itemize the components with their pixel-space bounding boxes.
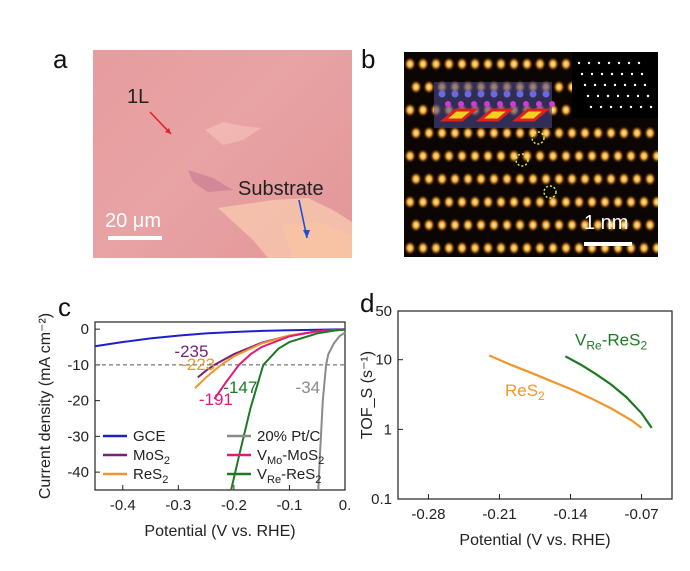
tof-series-ReS2 [488, 354, 643, 429]
series-line-MoS2 [197, 328, 346, 379]
y-tick-label-c: -20 [67, 393, 89, 410]
scale-bar-a [108, 236, 162, 240]
series-line-GCE [94, 328, 346, 348]
legend-label-GCE: GCE [133, 428, 166, 445]
x-tick-label-d: -0.07 [624, 506, 658, 523]
annotation-d-VReReS2: VRe-ReS2 [575, 330, 647, 352]
plot-frame-d [397, 310, 673, 500]
y-axis-label-d: TOF_S (s⁻¹) [359, 351, 376, 439]
x-tick-label-c: 0. [339, 497, 350, 514]
y-tick-label-c: -10 [67, 357, 89, 374]
chart-tof: -0.28 -0.21 -0.14 -0.07 0.1 1 10 50 ReS2 VRe-ReS2… [359, 303, 673, 549]
y-tick-label-c: 0 [81, 321, 89, 338]
annotation-MoS2: -235 [174, 342, 208, 361]
legend-label-VReReS2: VRe-ReS2 [257, 466, 321, 486]
x-axis-label-c: Potential (V vs. RHE) [144, 523, 295, 540]
x-tick-label-c: -0.3 [165, 497, 191, 514]
x-axis-label-d: Potential (V vs. RHE) [459, 532, 610, 549]
scale-bar-b [584, 242, 632, 246]
y-tick-label-d: 1 [384, 421, 392, 438]
x-tick-label-d: -0.28 [411, 506, 445, 523]
chart-polarization: -0.4-0.3-0.2-0.10.0-10-20-30-40-235-223-… [37, 313, 350, 540]
y-axis-label-c: Current density (mA cm⁻²) [37, 313, 54, 499]
annotation-d-ReS2: ReS2 [505, 381, 545, 403]
annotation-VMoMoS2: -191 [199, 390, 233, 409]
optical-flakes [108, 111, 352, 258]
x-tick-label-d: -0.21 [482, 506, 516, 523]
series-line-VReReS2 [230, 328, 346, 491]
y-tick-label-d: 10 [375, 352, 392, 369]
tof-series-VReReS2 [564, 355, 653, 429]
x-tick-label-c: -0.1 [277, 497, 303, 514]
scale-bar-a-text: 20 μm [105, 210, 161, 232]
y-tick-label-c: -40 [67, 464, 89, 481]
legend-label-MoS2: MoS2 [133, 447, 170, 467]
series-line-VMoMoS2 [213, 328, 346, 400]
x-tick-label-c: -0.2 [221, 497, 247, 514]
series-line-PtC [317, 331, 346, 491]
panel-label-c: c [58, 292, 71, 322]
x-tick-label-d: -0.14 [553, 506, 587, 523]
label-1L: 1L [127, 86, 150, 108]
label-substrate: Substrate [238, 178, 324, 200]
panel-label-b: b [361, 44, 376, 74]
panel-label-d: d [360, 288, 375, 318]
annotation-PtC: -34 [296, 378, 321, 397]
x-tick-label-c: -0.4 [110, 497, 136, 514]
optical-micrograph: 1L Substrate 20 μm [93, 50, 352, 258]
y-tick-label-d: 0.1 [371, 491, 392, 508]
annotation-ReS2: -223 [181, 355, 215, 374]
stem-image: 1 nm [404, 52, 658, 257]
legend-label-VMoMoS2: VMo-MoS2 [257, 447, 324, 467]
y-tick-label-d: 50 [375, 303, 392, 320]
legend-label-ReS2: ReS2 [133, 466, 168, 486]
annotation-VReReS2: -147 [223, 378, 257, 397]
legend-label-PtC: 20% Pt/C [257, 428, 321, 445]
y-tick-label-c: -30 [67, 428, 89, 445]
stem-atoms [404, 52, 658, 255]
plot-frame-c [94, 321, 346, 491]
panel-label-a: a [53, 44, 68, 74]
scale-bar-b-text: 1 nm [584, 212, 629, 234]
